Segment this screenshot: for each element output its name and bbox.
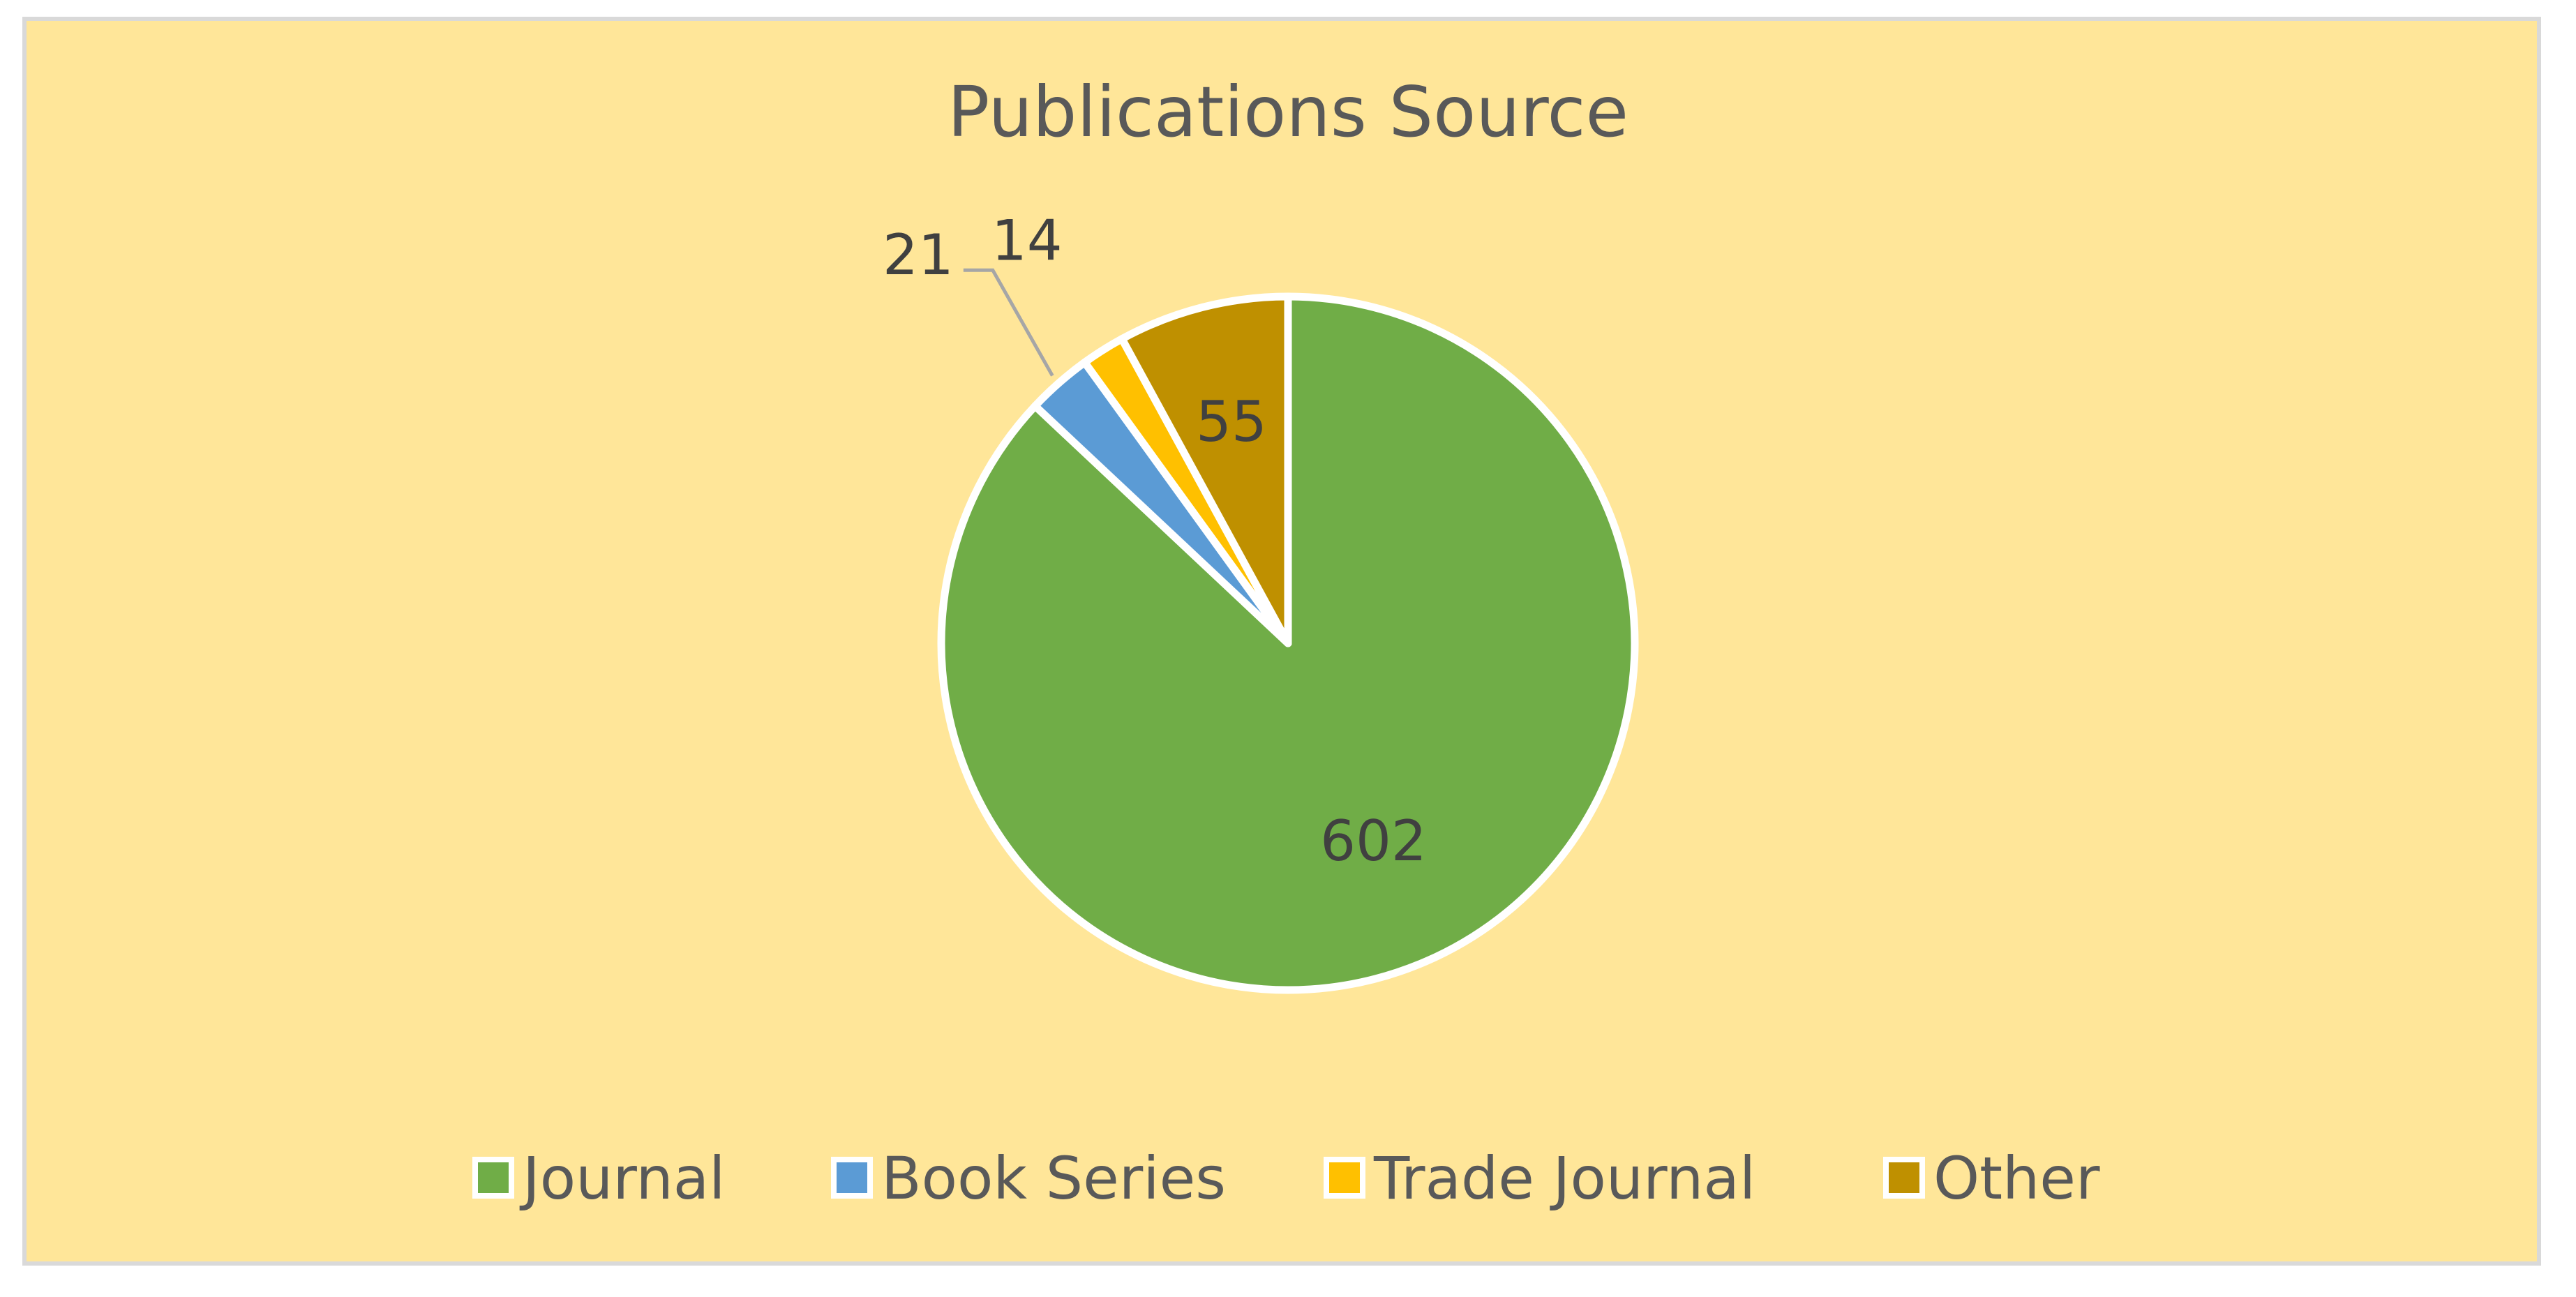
legend-label-book-series: Book Series [881,1144,1226,1213]
data-label-journal: 602 [1320,809,1427,874]
legend-label-journal: Journal [519,1144,726,1213]
legend-swatch-journal [472,1157,514,1199]
legend-swatch-trade-journal [1324,1157,1365,1199]
data-label-other: 55 [1196,389,1267,454]
legend-item-trade-journal: Trade Journal [1324,1144,1755,1213]
legend-label-trade-journal: Trade Journal [1373,1144,1755,1213]
legend-item-journal: Journal [472,1144,726,1213]
legend-swatch-book-series [831,1157,873,1199]
data-labels: 602 21 14 55 [883,208,1427,873]
chart-title: Publications Source [948,71,1628,153]
pie-slice-other [1118,292,1292,647]
data-label-book-series: 21 [883,223,954,287]
legend-item-book-series: Book Series [831,1144,1226,1213]
legend-swatch-other [1883,1157,1925,1199]
legend-item-other: Other [1883,1144,2100,1213]
leader-line-book-series [963,268,1054,377]
legend: Journal Book Series Trade Journal Other [472,1144,2100,1213]
legend-label-other: Other [1933,1144,2100,1213]
pie-plot [937,292,1639,994]
data-label-trade-journal: 14 [991,208,1063,273]
